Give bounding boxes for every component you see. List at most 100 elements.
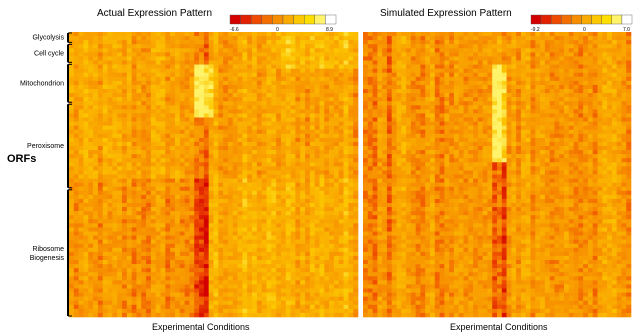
left-heatmap-cell — [150, 174, 156, 179]
left-heatmap-cell — [203, 308, 209, 314]
left-heatmap-cell — [290, 150, 296, 155]
right-heatmap-cell — [367, 84, 373, 90]
left-heatmap-cell — [227, 296, 234, 302]
left-heatmap-cell — [88, 36, 94, 41]
right-heatmap-cell — [430, 48, 436, 53]
left-heatmap-cell — [213, 48, 219, 53]
left-heatmap-cell — [78, 166, 84, 171]
left-heatmap-cell — [242, 194, 248, 200]
left-heatmap-cell — [208, 162, 214, 167]
left-heatmap-cell — [121, 117, 128, 122]
right-heatmap-cell — [568, 60, 574, 65]
left-heatmap-cell — [203, 129, 209, 135]
left-heatmap-cell — [290, 268, 296, 273]
left-heatmap-cell — [305, 292, 311, 297]
left-heatmap-cell — [232, 109, 238, 114]
left-heatmap-cell — [165, 64, 171, 69]
left-heatmap-cell — [237, 93, 243, 98]
left-heatmap-cell — [338, 272, 344, 277]
left-heatmap-cell — [126, 32, 132, 37]
left-heatmap-cell — [83, 260, 89, 265]
left-heatmap-cell — [174, 93, 181, 98]
left-heatmap-cell — [117, 211, 123, 216]
left-heatmap-cell — [131, 308, 137, 314]
left-heatmap-cell — [295, 247, 301, 253]
right-heatmap-cell — [367, 36, 373, 41]
left-heatmap-cell — [88, 239, 94, 245]
left-heatmap-cell — [126, 154, 132, 159]
left-heatmap-cell — [232, 223, 238, 228]
right-heatmap-cell — [434, 64, 440, 69]
left-heatmap-cell — [189, 247, 195, 253]
left-heatmap-cell — [141, 203, 147, 208]
left-heatmap-cell — [348, 308, 354, 314]
left-heatmap-cell — [324, 40, 330, 45]
left-heatmap-cell — [117, 146, 123, 151]
left-heatmap-cell — [146, 223, 152, 228]
left-heatmap-cell — [155, 198, 161, 204]
left-heatmap-cell — [189, 52, 195, 57]
left-heatmap-cell — [242, 219, 248, 224]
left-heatmap-cell — [280, 72, 287, 78]
left-heatmap-cell — [348, 247, 354, 253]
left-heatmap-cell — [261, 219, 267, 224]
left-heatmap-cell — [136, 101, 142, 106]
left-heatmap-cell — [97, 304, 104, 310]
left-heatmap-cell — [276, 276, 282, 281]
left-heatmap-cell — [155, 76, 161, 82]
left-heatmap-cell — [261, 264, 267, 269]
left-heatmap-cell — [348, 223, 354, 228]
left-heatmap-cell — [121, 284, 128, 289]
left-colorbar — [229, 14, 337, 25]
left-heatmap-cell — [184, 186, 190, 192]
left-heatmap-cell — [338, 60, 344, 65]
left-heatmap-cell — [218, 198, 224, 204]
left-heatmap-cell — [333, 264, 340, 269]
right-heatmap-cell — [611, 68, 617, 74]
right-heatmap-cell — [597, 72, 603, 78]
left-heatmap-cell — [117, 40, 123, 45]
left-heatmap-cell — [353, 264, 359, 269]
left-heatmap-cell — [189, 182, 195, 188]
left-heatmap-cell — [242, 150, 248, 155]
left-heatmap-cell — [290, 308, 296, 314]
left-heatmap-cell — [305, 178, 311, 183]
right-heatmap-cell — [458, 56, 464, 61]
right-heatmap-cell — [564, 32, 570, 37]
left-heatmap-cell — [97, 97, 104, 102]
left-heatmap-cell — [261, 186, 267, 192]
left-heatmap-cell — [223, 133, 229, 139]
left-heatmap-cell — [126, 219, 132, 224]
left-heatmap-cell — [199, 133, 205, 139]
right-heatmap-cell — [377, 32, 383, 37]
left-heatmap-cell — [97, 296, 104, 302]
left-heatmap-cell — [165, 190, 171, 196]
left-heatmap-cell — [213, 215, 219, 220]
left-heatmap-cell — [218, 304, 224, 310]
left-heatmap-cell — [232, 68, 238, 74]
left-heatmap-cell — [338, 36, 344, 41]
left-heatmap-cell — [131, 312, 137, 318]
left-heatmap-cell — [213, 264, 219, 269]
left-heatmap-cell — [319, 227, 325, 232]
left-heatmap-cell — [276, 44, 282, 49]
left-heatmap-cell — [300, 105, 306, 110]
left-heatmap-cell — [324, 174, 330, 179]
left-heatmap-cell — [227, 243, 234, 249]
left-heatmap-cell — [295, 215, 301, 220]
left-heatmap-cell — [213, 170, 219, 175]
left-heatmap-cell — [223, 280, 229, 285]
left-heatmap-cell — [117, 239, 123, 245]
left-heatmap-cell — [141, 93, 147, 98]
left-heatmap-cell — [271, 308, 277, 314]
left-heatmap-cell — [271, 304, 277, 310]
left-heatmap-cell — [165, 227, 171, 232]
left-heatmap-cell — [218, 117, 224, 122]
left-heatmap-cell — [131, 36, 137, 41]
left-heatmap-cell — [146, 284, 152, 289]
left-heatmap-cell — [126, 288, 132, 293]
left-heatmap-cell — [194, 264, 200, 269]
left-heatmap-cell — [343, 76, 349, 82]
left-heatmap-cell — [247, 84, 253, 90]
right-heatmap-cell — [497, 36, 503, 41]
